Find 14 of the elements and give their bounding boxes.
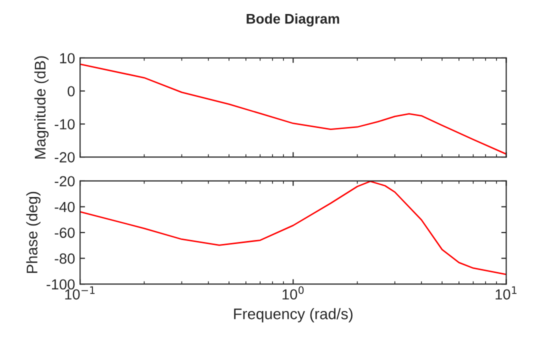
y-axis-title: Phase (deg) (26, 192, 40, 273)
y-tick-label: -20 (54, 152, 75, 162)
y-tick-label: -10 (54, 119, 75, 130)
y-tick-label: -80 (54, 253, 75, 264)
y-tick-label: -40 (54, 202, 75, 212)
y-axis-title: Magnitude (dB) (34, 56, 49, 158)
y-tick-label: 0 (68, 86, 75, 96)
x-axis-title: Frequency (rad/s) (234, 308, 352, 322)
x-tick-label: 10$^{1}$ (496, 286, 516, 300)
x-tick-label: 10$^{0}$ (282, 286, 304, 300)
y-tick-label: 10 (60, 53, 75, 64)
y-tick-label: -60 (54, 228, 75, 238)
chart-title: Bode Diagram (246, 14, 340, 27)
y-tick-label: -20 (54, 176, 75, 186)
